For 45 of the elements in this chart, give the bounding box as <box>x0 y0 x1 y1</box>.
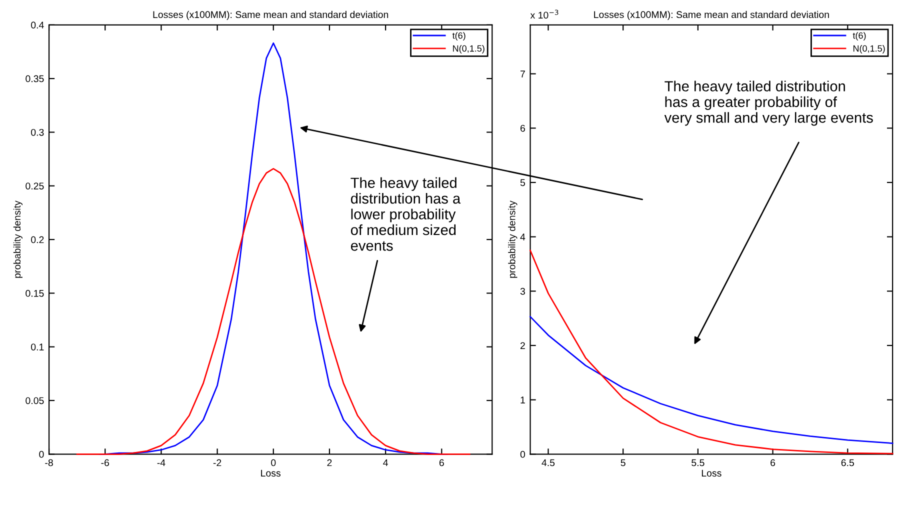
x-tick-label: 6 <box>770 459 776 466</box>
y-tick-label: 3 <box>520 288 525 295</box>
legend-label: N(0,1.5) <box>853 45 885 54</box>
y-axis-title: probability density <box>508 200 518 278</box>
y-tick-label: 0.3 <box>31 128 44 136</box>
x-tick-label: -6 <box>101 459 110 466</box>
annotation: The heavy tailed distribution has a lower probability of medium sized events <box>350 177 461 251</box>
y-tick-label: 4 <box>520 234 526 240</box>
y-axis-title: probability density <box>13 200 22 278</box>
y-tick-label: 0.25 <box>26 182 44 190</box>
text: x 10$^{−3}$ <box>530 10 558 19</box>
y-tick-label: 2 <box>520 342 525 349</box>
legend-label: N(0,1.5) <box>453 45 484 54</box>
x-tick-label: 5.5 <box>692 459 704 466</box>
x-tick-label: 6 <box>439 459 444 466</box>
x-tick-label: 2 <box>327 459 332 466</box>
x-tick-label: 4 <box>383 459 388 466</box>
y-tick-label: 0.2 <box>31 236 44 244</box>
annotation: The heavy tailed distribution has a greater probability of very small and very large events <box>664 80 873 126</box>
y-tick-label: 1 <box>520 396 525 404</box>
y-tick-label: 0 <box>39 450 44 458</box>
legend-label: t(6) <box>452 32 466 41</box>
y-tick-label: 0 <box>520 450 526 458</box>
x-axis-title: Loss <box>702 470 722 477</box>
y-tick-label: 5 <box>520 179 526 186</box>
x-tick-label: -4 <box>157 459 166 466</box>
chart-title: Losses (x100MM): Same mean and standard deviation <box>594 10 829 20</box>
x-axis-title: Loss <box>261 470 280 477</box>
y-tick-label: 0.4 <box>31 22 44 29</box>
y-tick-label: 0.1 <box>31 344 44 350</box>
x-tick-label: 6.5 <box>841 459 854 466</box>
line-series <box>76 168 470 455</box>
y-tick-label: 7 <box>520 70 525 78</box>
line-series <box>530 316 894 444</box>
x-tick-label: -2 <box>213 459 222 466</box>
x-tick-label: 0 <box>271 459 276 466</box>
y-tick-label: 0.05 <box>26 397 44 404</box>
x-tick-label: -8 <box>45 459 53 466</box>
chart-title: Losses (x100MM): Same mean and standard deviation <box>153 10 388 20</box>
x-tick-label: 5 <box>620 459 626 466</box>
y-tick-label: 0.35 <box>26 75 44 82</box>
x-tick-label: 4.5 <box>542 459 555 466</box>
legend-label: t(6) <box>852 32 866 41</box>
y-tick-label: 0.15 <box>26 290 44 297</box>
y-tick-label: 6 <box>520 124 525 132</box>
